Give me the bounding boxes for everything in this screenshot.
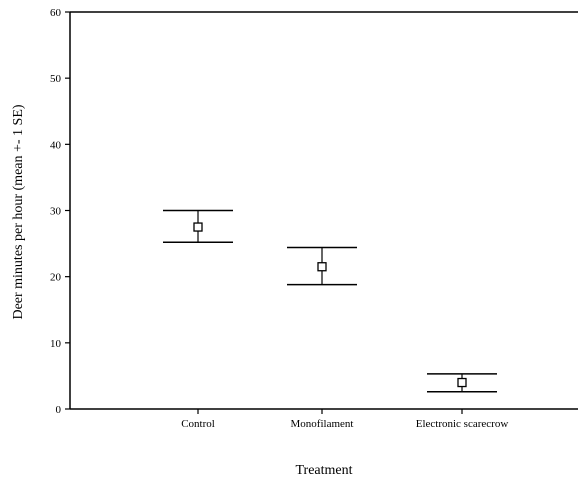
x-axis-title: Treatment [295,463,352,478]
y-axis-title: Deer minutes per hour (mean +- 1 SE) [11,104,26,319]
mean-point-marker [457,377,467,388]
y-ticks: 0 10 20 30 40 50 60 [50,7,70,416]
mean-point-marker [193,222,203,232]
y-tick-label: 10 [50,338,62,350]
x-tick-label: Control [181,418,215,430]
axes [69,11,578,410]
series [163,209,497,393]
y-tick-label: 40 [50,139,62,151]
x-tick-label: Monofilament [291,418,354,430]
mean-point-marker [317,262,327,272]
y-tick-label: 20 [50,272,62,284]
x-ticks: Control Monofilament Electronic scarecrow [181,409,508,430]
y-tick-label: 60 [50,7,62,19]
y-tick-label: 50 [50,73,62,85]
x-tick-label: Electronic scarecrow [416,418,509,430]
y-tick-label: 0 [56,404,62,416]
y-tick-label: 30 [50,206,62,218]
